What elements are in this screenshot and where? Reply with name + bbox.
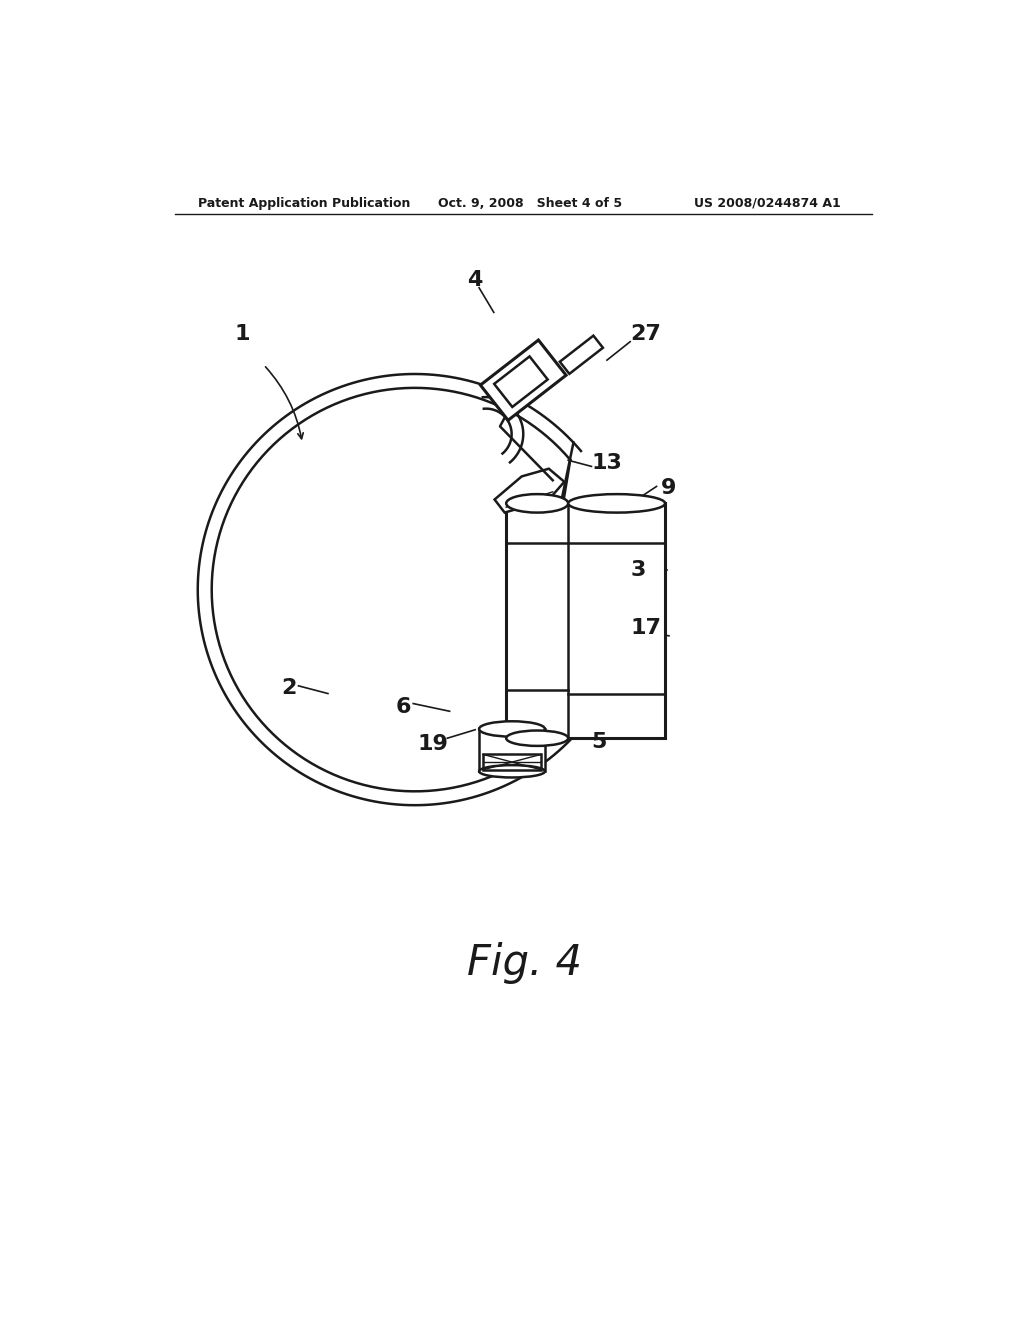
Text: 2: 2: [282, 678, 297, 698]
Bar: [506, 503, 665, 738]
Text: Oct. 9, 2008   Sheet 4 of 5: Oct. 9, 2008 Sheet 4 of 5: [438, 197, 623, 210]
Text: 9: 9: [662, 478, 677, 498]
Polygon shape: [560, 335, 603, 374]
Bar: [479, 729, 545, 771]
Ellipse shape: [479, 721, 545, 737]
Text: 6: 6: [395, 697, 411, 717]
Ellipse shape: [568, 494, 665, 512]
Text: 3: 3: [630, 561, 646, 581]
Text: Patent Application Publication: Patent Application Publication: [198, 197, 411, 210]
Text: 27: 27: [630, 323, 662, 345]
Polygon shape: [480, 341, 566, 420]
Text: 17: 17: [630, 618, 662, 638]
Text: 4: 4: [467, 271, 482, 290]
Polygon shape: [495, 469, 564, 512]
Bar: [483, 755, 541, 770]
Ellipse shape: [506, 730, 568, 746]
Text: 19: 19: [417, 734, 449, 754]
Text: 13: 13: [592, 453, 623, 473]
Text: 15: 15: [610, 495, 641, 515]
Ellipse shape: [479, 766, 545, 777]
Text: Fig. 4: Fig. 4: [467, 942, 583, 983]
Ellipse shape: [506, 494, 568, 512]
Text: 1: 1: [234, 323, 251, 345]
Text: US 2008/0244874 A1: US 2008/0244874 A1: [693, 197, 841, 210]
Text: 5: 5: [592, 733, 607, 752]
